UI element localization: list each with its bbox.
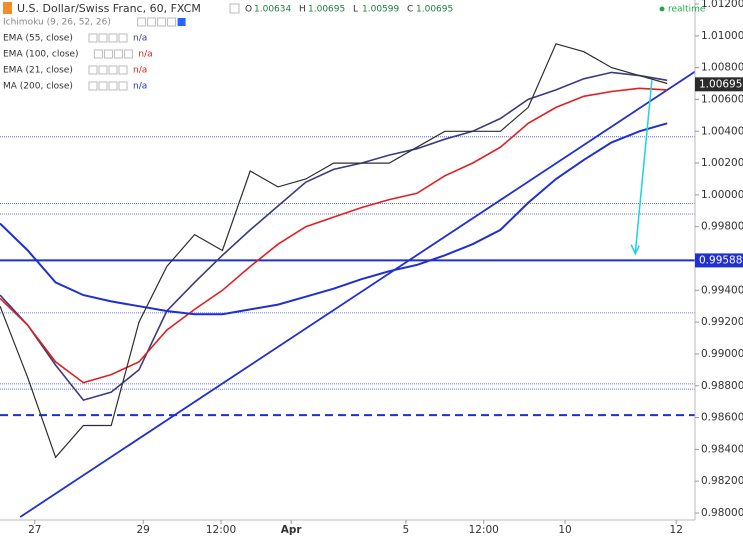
legend-icon[interactable] [98, 81, 108, 91]
ohlc-readout: O 1.00634 H 1.00695 L 1.00599 C 1.00695 [245, 5, 453, 15]
x-tick-label: 29 [136, 524, 149, 536]
legend-name: EMA (21, close) [3, 66, 73, 76]
ohlc-key: C [407, 5, 413, 15]
ohlc-key: L [353, 5, 358, 15]
x-tick-label: 5 [403, 524, 410, 536]
status: realtime [668, 5, 706, 15]
y-tick-label: 1.01200 [701, 0, 743, 10]
legend-icon[interactable] [108, 81, 118, 91]
indicator-line [0, 87, 668, 384]
legend-name: EMA (55, close) [3, 34, 73, 44]
x-tick-label: 27 [28, 524, 41, 536]
legend-icon-active [177, 18, 186, 26]
legend-icon[interactable] [88, 65, 98, 75]
y-tick-label: 0.99800 [701, 221, 743, 233]
y-tick-label: 0.98400 [701, 443, 743, 455]
ohlc-key: H [299, 5, 306, 15]
y-tick-label: 1.00200 [701, 157, 743, 169]
trendline [19, 70, 696, 518]
legend-icon[interactable] [103, 49, 113, 59]
legend-icon[interactable] [98, 65, 108, 75]
legend-icon[interactable] [137, 17, 147, 27]
ohlc-value: 1.00695 [416, 5, 453, 15]
y-tick-label: 0.98000 [701, 507, 743, 519]
x-tick-label: Apr [281, 524, 303, 536]
legend-name: MA (200, close) [3, 82, 73, 92]
legend-icon[interactable] [98, 33, 108, 43]
price-marker-label: 0.99588 [699, 254, 742, 266]
legend-icon[interactable] [108, 65, 118, 75]
y-tick-label: 0.99400 [701, 284, 743, 296]
ohlc-value: 1.00599 [362, 5, 399, 15]
header: U.S. Dollar/Swiss Franc, 60, FXCM O 1.006… [3, 2, 706, 92]
x-tick-label: 10 [558, 524, 571, 536]
arrow-head [630, 244, 640, 256]
price-line [0, 43, 668, 459]
indicator-line [0, 71, 668, 402]
legend-status: n/a [133, 34, 147, 44]
legend-status: n/a [133, 82, 147, 92]
indicator-line [0, 122, 668, 316]
y-tick-label: 1.00600 [701, 93, 743, 105]
legend-icon[interactable] [88, 33, 98, 43]
plot-area [0, 43, 696, 518]
x-tick-label: 12 [670, 524, 683, 536]
legend-icon[interactable] [147, 17, 157, 27]
arrow [634, 80, 653, 254]
legend-icon[interactable] [108, 33, 118, 43]
price-marker-label: 1.00695 [699, 78, 742, 90]
legend-icon[interactable] [123, 49, 133, 59]
legend: Ichimoku (9, 26, 52, 26) EMA (55, close) n… [3, 17, 186, 92]
ohlc-key: O [245, 5, 252, 15]
price-marker [695, 77, 743, 92]
y-tick-label: 0.99000 [701, 348, 743, 360]
y-tick-label: 1.01000 [701, 30, 743, 42]
y-tick-label: 1.00000 [701, 189, 743, 201]
legend-status: n/a [133, 66, 147, 76]
legend-icon[interactable] [157, 17, 167, 27]
legend-icon[interactable] [118, 65, 128, 75]
legend-icon[interactable] [113, 49, 123, 59]
legend-icon[interactable] [88, 81, 98, 91]
y-tick-label: 0.99200 [701, 316, 743, 328]
settings-icon[interactable] [229, 3, 240, 14]
ohlc-value: 1.00634 [254, 5, 291, 15]
ohlc-value: 1.00695 [308, 5, 345, 15]
legend-name: Ichimoku (9, 26, 52, 26) [3, 18, 111, 28]
y-tick-label: 0.98600 [701, 412, 743, 424]
chart-title: U.S. Dollar/Swiss Franc, 60, FXCM [17, 2, 201, 15]
y-tick-label: 1.00400 [701, 125, 743, 137]
legend-icon[interactable] [93, 49, 103, 59]
legend-icon[interactable] [118, 33, 128, 43]
y-tick-label: 0.98200 [701, 475, 743, 487]
legend-icon[interactable] [167, 17, 177, 27]
x-tick-label: 12:00 [469, 524, 499, 536]
x-tick-label: 12:00 [206, 524, 236, 536]
legend-status: n/a [138, 50, 152, 60]
legend-icon[interactable] [118, 81, 128, 91]
y-tick-label: 0.98800 [701, 380, 743, 392]
axes: 0.98000 0.98200 0.98400 0.98600 0.98800 0.990… [28, 0, 743, 536]
status-dot [659, 6, 665, 12]
y-tick-label: 1.00800 [701, 62, 743, 74]
price-marker [695, 253, 743, 268]
symbol-icon [3, 2, 12, 14]
legend-name: EMA (100, close) [3, 50, 79, 60]
